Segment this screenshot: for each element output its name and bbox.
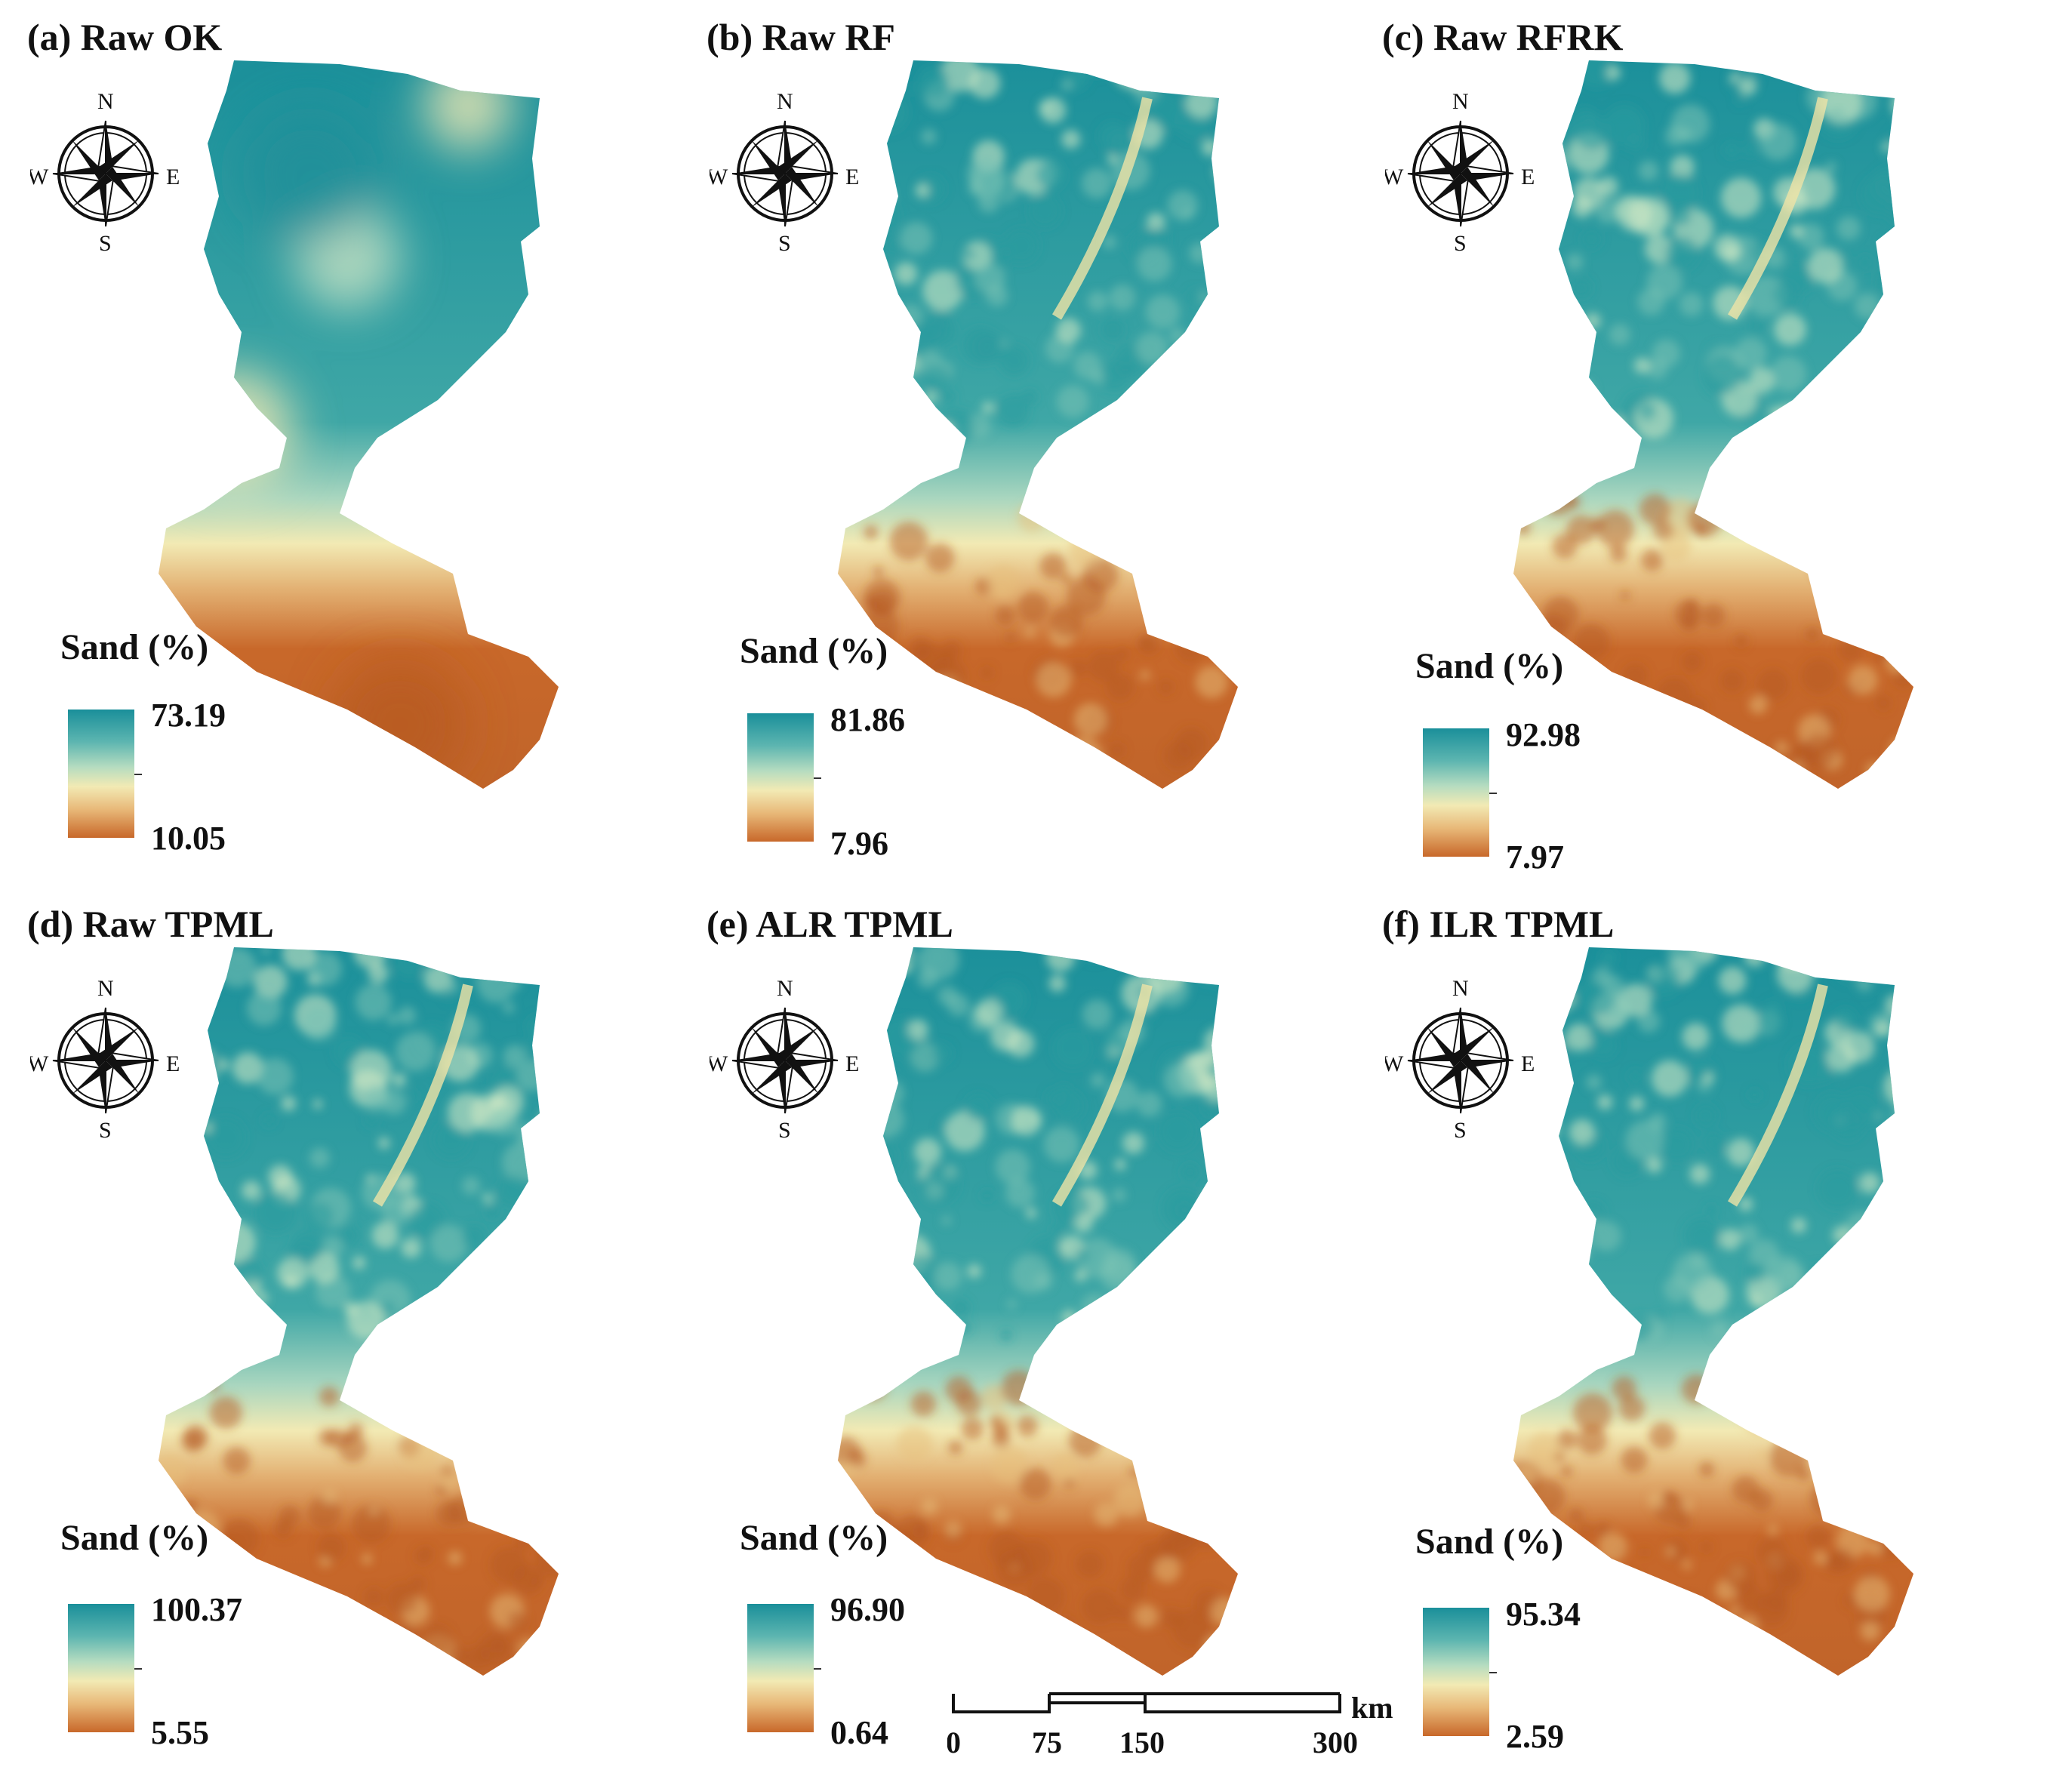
legend-title: Sand (%) — [1415, 1522, 1564, 1562]
legend-title: Sand (%) — [60, 1518, 209, 1558]
color-ramp — [747, 713, 814, 842]
map-panel-d: (d) Raw TPML N S E W Sand (%) 100.37 5.55 — [0, 902, 664, 1770]
compass-label-w: W — [710, 1051, 728, 1076]
compass-label-n: N — [1452, 977, 1469, 1001]
scale-tick-label: 150 — [1119, 1725, 1165, 1759]
compass-label-e: E — [166, 165, 180, 189]
compass-label-n: N — [777, 91, 793, 114]
compass-label-e: E — [845, 165, 859, 189]
color-ramp — [1423, 1608, 1489, 1736]
legend-max-value: 95.34 — [1506, 1596, 1581, 1633]
panel-title: (d) Raw TPML — [27, 903, 274, 945]
compass-label-n: N — [97, 977, 114, 1001]
legend-max-value: 92.98 — [1506, 716, 1581, 753]
ramp-mid-tick — [814, 1668, 821, 1670]
scale-tick-label: 300 — [1313, 1725, 1358, 1759]
compass-label-s: S — [99, 231, 112, 256]
compass-label-e: E — [845, 1051, 859, 1076]
sand-map — [159, 947, 559, 1676]
compass-label-n: N — [97, 91, 114, 114]
legend-min-value: 2.59 — [1506, 1718, 1564, 1755]
map-panel-a: (a) Raw OK N S E W Sand (%) 73.19 10.05 — [0, 15, 664, 883]
scale-bar-segments — [952, 1692, 1341, 1713]
panel-title: (e) ALR TPML — [707, 903, 953, 945]
ramp-mid-tick — [814, 777, 821, 779]
sand-map — [1513, 60, 1913, 789]
legend-title: Sand (%) — [60, 627, 209, 667]
map-panel-b: (b) Raw RF N S E W Sand (%) 81.86 7.96 — [679, 15, 1344, 883]
compass-label-w: W — [1385, 1051, 1404, 1076]
map-panel-c: (c) Raw RFRK N S E W Sand (%) 92.98 7.97 — [1355, 15, 2019, 883]
legend-title: Sand (%) — [740, 1518, 888, 1558]
compass-label-s: S — [99, 1118, 112, 1143]
ramp-mid-tick — [1489, 793, 1497, 794]
scale-bar: 0 75 150 300 km — [947, 1691, 1393, 1759]
legend-title: Sand (%) — [1415, 646, 1564, 686]
legend-max-value: 73.19 — [151, 697, 226, 734]
legend-min-value: 5.55 — [151, 1714, 209, 1751]
compass-label-s: S — [1454, 1118, 1467, 1143]
compass-rose-icon: N S E W — [710, 977, 859, 1143]
ramp-mid-tick — [1489, 1672, 1497, 1673]
legend-max-value: 100.37 — [151, 1591, 242, 1628]
compass-label-s: S — [778, 1118, 791, 1143]
scale-tick-label: 75 — [1032, 1725, 1062, 1759]
compass-label-s: S — [1454, 231, 1467, 256]
map-panel-e: (e) ALR TPML N S E W Sand (%) 96.90 0.64 — [679, 902, 1344, 1770]
panel-title: (b) Raw RF — [707, 16, 895, 58]
scale-tick-label: 0 — [947, 1725, 961, 1759]
legend-min-value: 7.96 — [830, 825, 888, 862]
compass-label-e: E — [1521, 1051, 1535, 1076]
compass-label-w: W — [30, 165, 49, 189]
legend-min-value: 0.64 — [830, 1714, 888, 1751]
panel-title: (c) Raw RFRK — [1382, 16, 1624, 58]
compass-label-w: W — [30, 1051, 49, 1076]
compass-label-e: E — [1521, 165, 1535, 189]
legend-min-value: 10.05 — [151, 820, 226, 857]
scale-unit: km — [1351, 1691, 1393, 1725]
color-ramp — [1423, 728, 1489, 857]
compass-label-e: E — [166, 1051, 180, 1076]
color-ramp — [68, 1604, 134, 1732]
legend-min-value: 7.97 — [1506, 839, 1564, 876]
compass-label-n: N — [777, 977, 793, 1001]
sand-map — [1513, 947, 1913, 1676]
color-ramp — [68, 710, 134, 838]
sand-map — [838, 947, 1238, 1676]
compass-label-w: W — [1385, 165, 1404, 189]
ramp-mid-tick — [134, 1668, 142, 1670]
compass-rose-icon: N S E W — [710, 91, 859, 256]
color-ramp — [747, 1604, 814, 1732]
legend-max-value: 96.90 — [830, 1591, 905, 1628]
compass-rose-icon: N S E W — [30, 91, 180, 256]
compass-rose-icon: N S E W — [1385, 977, 1535, 1143]
compass-label-s: S — [778, 231, 791, 256]
compass-label-w: W — [710, 165, 728, 189]
panel-title: (f) ILR TPML — [1382, 903, 1615, 945]
panel-title: (a) Raw OK — [27, 16, 223, 58]
legend-max-value: 81.86 — [830, 701, 905, 738]
map-panel-f: (f) ILR TPML N S E W Sand (%) 95.34 2.59 — [1355, 902, 2019, 1770]
sand-map — [159, 60, 559, 789]
ramp-mid-tick — [134, 774, 142, 775]
sand-map — [838, 60, 1238, 789]
legend-title: Sand (%) — [740, 631, 888, 671]
compass-rose-icon: N S E W — [1385, 91, 1535, 256]
compass-label-n: N — [1452, 91, 1469, 114]
compass-rose-icon: N S E W — [30, 977, 180, 1143]
